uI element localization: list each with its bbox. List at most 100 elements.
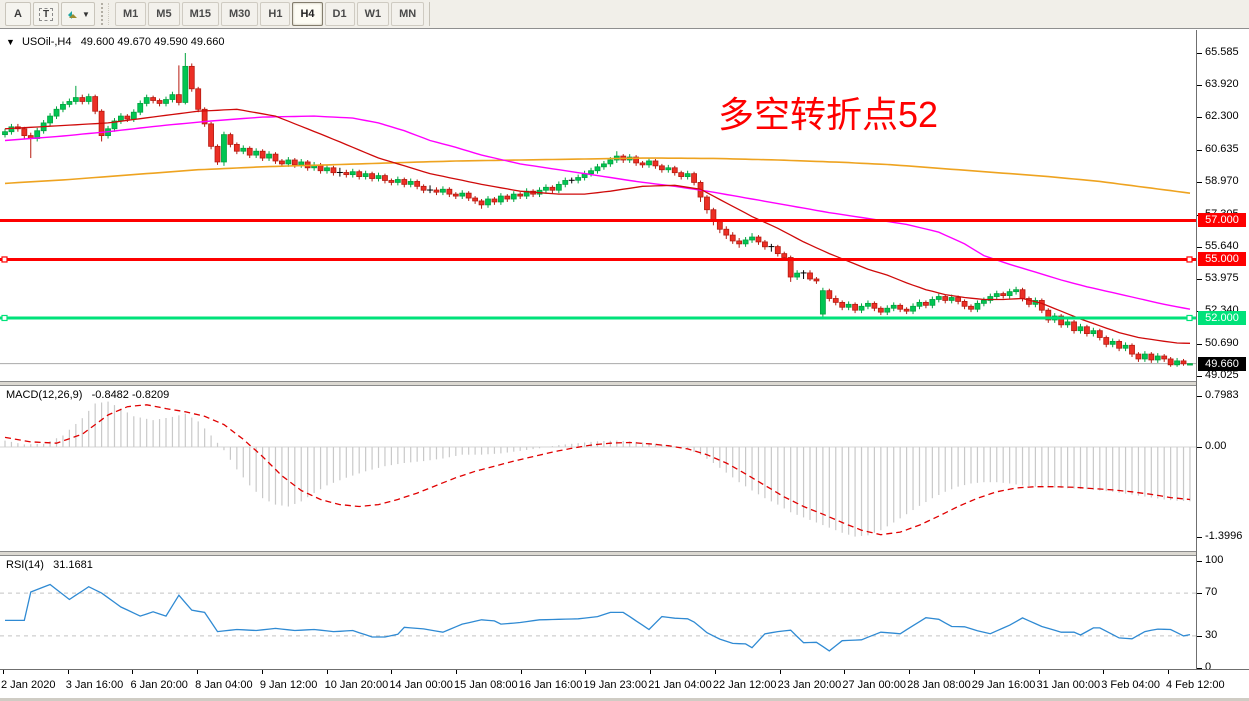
objects-dropdown-button[interactable]: ▼ [61,2,95,26]
time-label: 10 Jan 20:00 [324,679,389,691]
bear-candle [188,65,195,90]
bear-candle [259,150,266,159]
macd-histogram-bar [146,418,148,447]
bull-candle [562,180,569,185]
font-tool-button[interactable]: A [5,2,31,26]
macd-histogram-bar [461,447,463,455]
bear-candle [1045,309,1052,321]
bear-candle [774,246,781,255]
macd-histogram-bar [62,435,64,447]
bull-candle [575,177,582,181]
text-tool-button[interactable]: T [33,2,59,26]
macd-histogram-bar [1157,447,1159,499]
bull-candle [407,181,414,185]
chart-text-annotation[interactable]: 多空转折点52 [718,94,939,135]
time-tick [714,670,716,674]
bear-candle [201,108,208,125]
timeframe-button-h4[interactable]: H4 [292,2,323,26]
bear-candle [382,175,388,181]
rsi-pane[interactable] [0,556,1196,669]
time-label: 27 Jan 00:00 [842,679,906,691]
line-handle[interactable] [1186,256,1193,263]
timeframe-button-m1[interactable]: M1 [115,2,147,26]
macd-histogram-bar [751,447,753,491]
macd-histogram-bar [223,447,225,451]
macd-tick-label: -1.3996 [1205,529,1243,542]
macd-histogram-bar [1137,447,1140,496]
timeframe-button-mn[interactable]: MN [391,2,425,26]
bull-candle [137,103,144,113]
price-axis[interactable]: 65.58563.92062.30060.63558.97057.30555.6… [1196,30,1249,673]
line-handle[interactable] [1,314,8,322]
timeframe-button-m5[interactable]: M5 [148,2,180,26]
bull-candle [1013,289,1019,293]
bear-candle [942,296,949,301]
macd-histogram-bar [1099,447,1101,491]
bear-candle [1180,360,1187,365]
macd-histogram-bar [1150,447,1152,498]
macd-histogram-bar [139,417,141,447]
time-label: 3 Feb 04:00 [1101,679,1160,691]
bull-candle [53,108,60,117]
pane-separator[interactable] [0,551,1249,556]
axis-tick [1197,668,1202,669]
macd-histogram-bar [622,441,624,447]
timeframe-button-m15[interactable]: M15 [181,2,219,26]
time-tick [261,670,263,674]
price-chart-pane[interactable] [0,30,1196,381]
macd-histogram-bar [43,443,45,447]
macd-histogram-bar [1189,447,1191,502]
timeframe-button-m30[interactable]: M30 [220,2,259,26]
price-tick-label: 50.690 [1205,336,1239,349]
bull-candle [607,159,614,165]
bull-candle [1174,360,1180,366]
bear-candle [1167,358,1174,366]
macd-histogram-bar [268,447,270,502]
timeframe-button-h1[interactable]: H1 [260,2,291,26]
macd-histogram-bar [423,447,425,462]
macd-histogram-bar [307,447,309,498]
timeframe-button-d1[interactable]: D1 [324,2,355,26]
timeframe-button-w1[interactable]: W1 [356,2,390,26]
time-label: 2 Jan 2020 [1,679,56,691]
macd-histogram-bar [757,447,760,495]
macd-histogram-bar [133,416,135,447]
toolbar-grip[interactable] [101,3,109,25]
macd-histogram-bar [648,443,650,447]
line-handle[interactable] [1186,314,1193,322]
bull-candle [601,163,607,168]
macd-histogram-bar [796,447,798,515]
bull-candle [910,305,916,312]
price-level-badge: 55.000 [1198,252,1246,267]
bull-candle [349,171,356,176]
macd-histogram-bar [287,447,289,507]
time-tick [844,670,846,674]
bull-candle [266,153,272,159]
macd-histogram-bar [191,417,193,447]
macd-histogram-bar [1170,447,1172,501]
macd-histogram-bar [970,447,972,484]
macd-histogram-bar [313,447,315,494]
time-tick [132,670,134,674]
bull-candle [285,159,292,165]
macd-histogram-bar [880,447,882,531]
bear-candle [233,143,240,152]
macd-histogram-bar [88,410,90,447]
axis-tick [1197,246,1202,248]
macd-pane[interactable] [0,386,1196,551]
time-tick [909,670,911,674]
bear-candle [968,305,974,310]
macd-histogram-bar [835,447,837,531]
macd-histogram-bar [429,447,431,461]
bear-candle [1071,321,1077,332]
macd-histogram-bar [397,447,399,465]
bull-candle [375,175,382,179]
bear-candle [961,301,968,307]
axis-tick [1197,182,1202,184]
bull-candle [749,236,755,241]
line-handle[interactable] [1,256,8,263]
macd-histogram-bar [1118,447,1120,493]
pane-separator[interactable] [0,381,1249,386]
time-axis[interactable]: 2 Jan 2020 3 Jan 16:00 6 Jan 20:00 8 Jan 04… [0,669,1249,698]
macd-histogram-bar [416,447,418,462]
